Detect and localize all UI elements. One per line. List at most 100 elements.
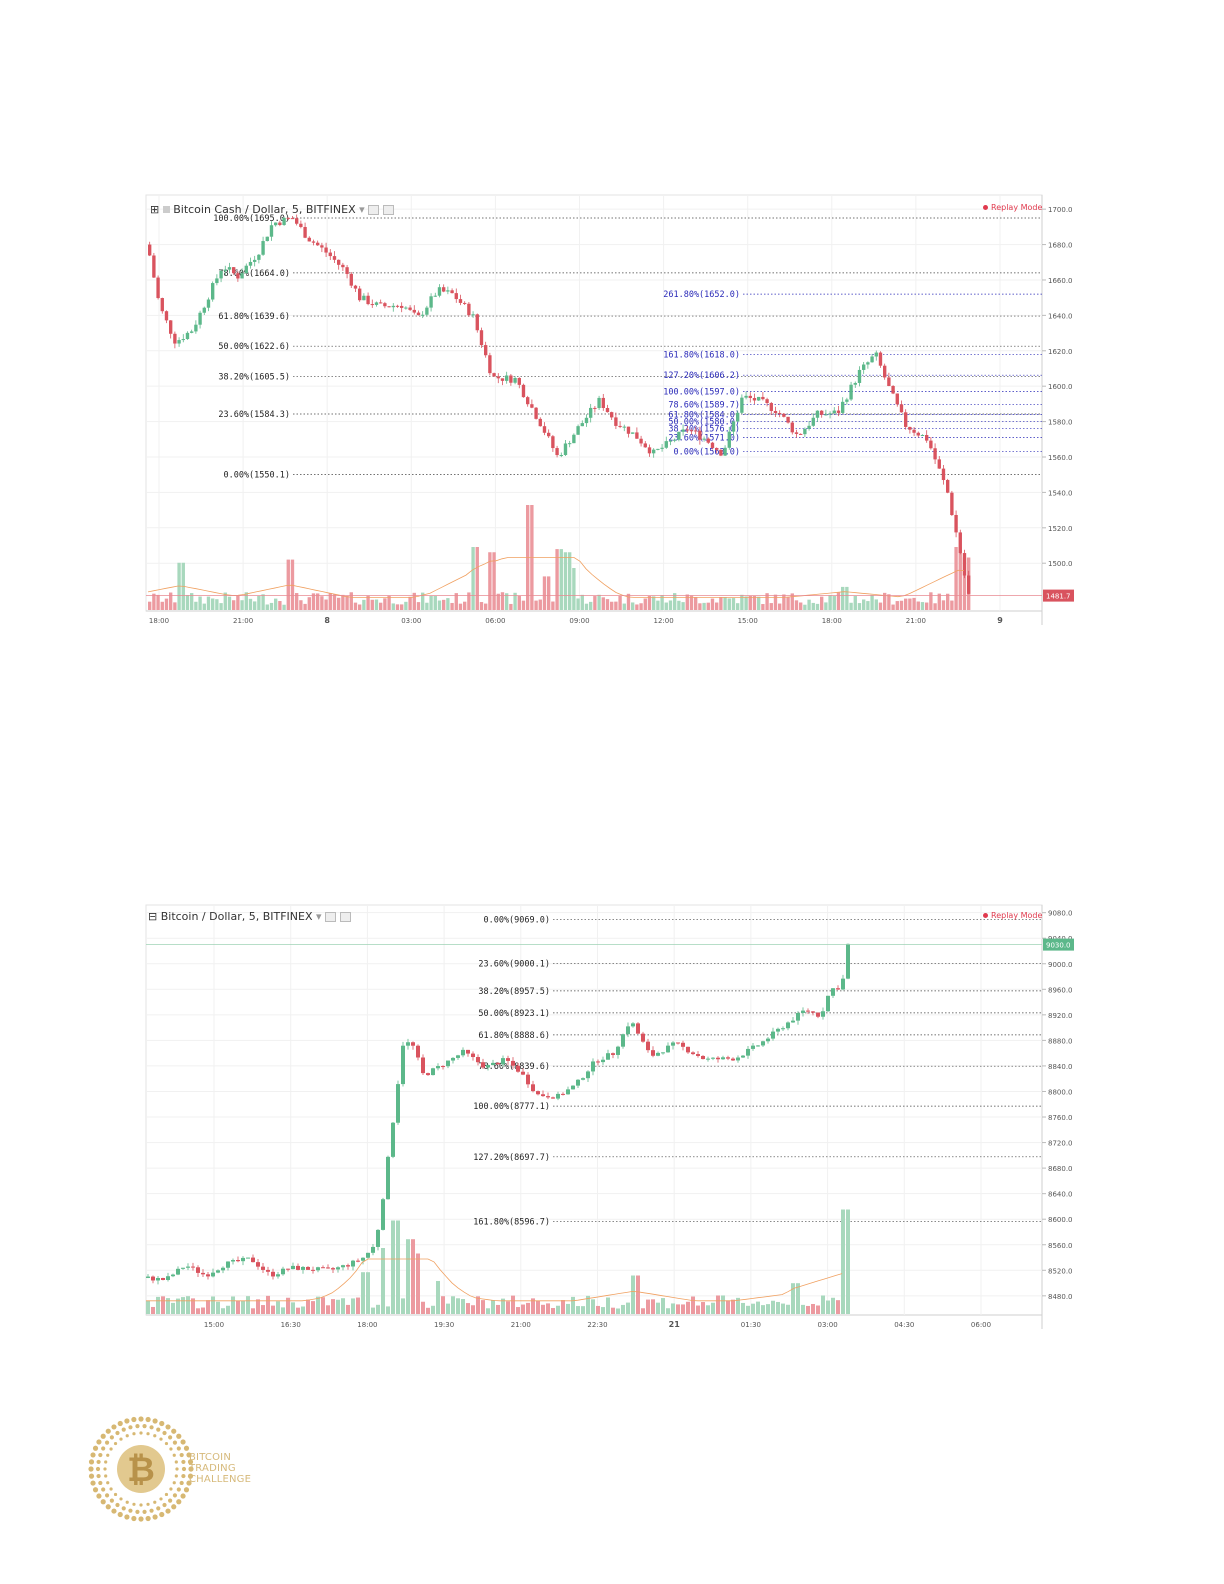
volume-bar [643, 598, 647, 610]
expand-icon[interactable]: ⊟ [148, 910, 158, 923]
candle-body [551, 1097, 555, 1099]
volume-bar [723, 597, 727, 610]
candle-body [166, 1276, 170, 1280]
fib-level-label: 50.00%(8923.1) [478, 1009, 550, 1019]
close-icon[interactable] [339, 912, 351, 922]
volume-bar [601, 597, 605, 610]
candle-body [686, 1046, 690, 1053]
candle-body [710, 442, 715, 448]
volume-bar [454, 593, 458, 610]
y-tick-label: 8480.0 [1048, 1293, 1073, 1301]
record-icon [983, 205, 988, 210]
expand-icon[interactable]: ⊞ [150, 203, 160, 216]
candle-body [635, 432, 639, 439]
candle-body [601, 397, 605, 409]
candle-body [723, 447, 727, 456]
volume-bar [383, 598, 387, 610]
candle-body [899, 404, 904, 413]
candle-body [559, 455, 563, 457]
settings-icon[interactable] [325, 912, 337, 922]
candle-body [240, 273, 244, 279]
volume-bar [331, 1299, 335, 1314]
volume-bar [874, 599, 878, 610]
candle-body [761, 1041, 765, 1046]
volume-bar [736, 603, 740, 610]
candle-body [929, 440, 933, 449]
volume-bar [176, 1298, 180, 1314]
volume-bar [824, 602, 828, 610]
volume-bar [266, 1295, 270, 1314]
logo-dot [181, 1473, 186, 1479]
candle-body [148, 244, 152, 256]
volume-bar [509, 603, 513, 610]
logo-line-1: BITCOIN [189, 1452, 232, 1463]
candle-body [177, 340, 181, 344]
logo-dot [180, 1439, 186, 1445]
volume-bar [584, 603, 589, 610]
volume-bar [601, 1307, 605, 1314]
candle-body [185, 332, 190, 340]
chevron-down-icon[interactable]: ▾ [359, 203, 365, 216]
candle-body [660, 447, 664, 449]
volume-bar [711, 1302, 715, 1314]
volume-bar [404, 601, 408, 610]
volume-bar [656, 1302, 660, 1314]
volume-bar [593, 596, 597, 610]
chevron-down-icon[interactable]: ▾ [316, 910, 322, 923]
candle-body [887, 377, 891, 387]
candle-body [962, 553, 967, 576]
candle-body [874, 352, 878, 357]
volume-bar [244, 592, 248, 610]
candle-body [164, 311, 169, 321]
volume-bar [431, 1305, 435, 1314]
y-tick-label: 1640.0 [1048, 312, 1073, 320]
volume-bar [581, 1306, 585, 1314]
candle-body [290, 218, 295, 220]
logo-dot [104, 1460, 108, 1464]
candle-body [811, 1011, 815, 1013]
volume-bar [256, 1299, 260, 1314]
volume-bar [790, 593, 794, 610]
fib-ext-label: 78.60%(1589.7) [668, 400, 740, 410]
logo-dot [113, 1441, 118, 1446]
volume-bar [673, 593, 677, 610]
candle-body [727, 431, 731, 448]
volume-bar [912, 597, 916, 610]
volume-bar [806, 1305, 810, 1314]
candle-body [236, 273, 240, 279]
volume-bar [857, 603, 862, 610]
volume-bar [635, 604, 639, 610]
volume-bar [226, 1305, 230, 1314]
logo-dot [131, 1515, 137, 1522]
candle-body [701, 1055, 705, 1060]
candle-body [862, 364, 866, 370]
volume-bar [194, 601, 198, 610]
candle-body [331, 1268, 335, 1270]
fib-level-label: 100.00%(1695.0) [213, 214, 290, 224]
x-tick-label: 21:00 [906, 617, 926, 625]
settings-icon[interactable] [368, 205, 380, 215]
bch-chart-title: Bitcoin Cash / Dollar, 5, BITFINEX [173, 203, 356, 216]
volume-bar [479, 602, 484, 610]
candle-body [191, 1266, 195, 1268]
close-icon[interactable] [382, 205, 394, 215]
volume-bar [799, 602, 803, 610]
volume-bar [307, 597, 311, 610]
candle-body [836, 410, 841, 413]
candle-body [666, 1045, 670, 1053]
candle-body [841, 978, 845, 990]
bch-replay-badge[interactable]: Replay Mode [983, 203, 1042, 212]
candle-body [450, 290, 454, 294]
candle-body [904, 412, 908, 427]
btc-replay-badge[interactable]: Replay Mode [983, 911, 1042, 920]
logo-dot [142, 1424, 147, 1429]
candle-body [536, 1091, 540, 1095]
candle-body [811, 417, 815, 426]
volume-bar [849, 602, 853, 610]
volume-bar [846, 1209, 850, 1314]
volume-bar [156, 1296, 160, 1314]
volume-bar [425, 602, 429, 610]
volume-bar [426, 1307, 430, 1314]
candle-body [605, 408, 610, 413]
volume-bar [694, 597, 698, 610]
